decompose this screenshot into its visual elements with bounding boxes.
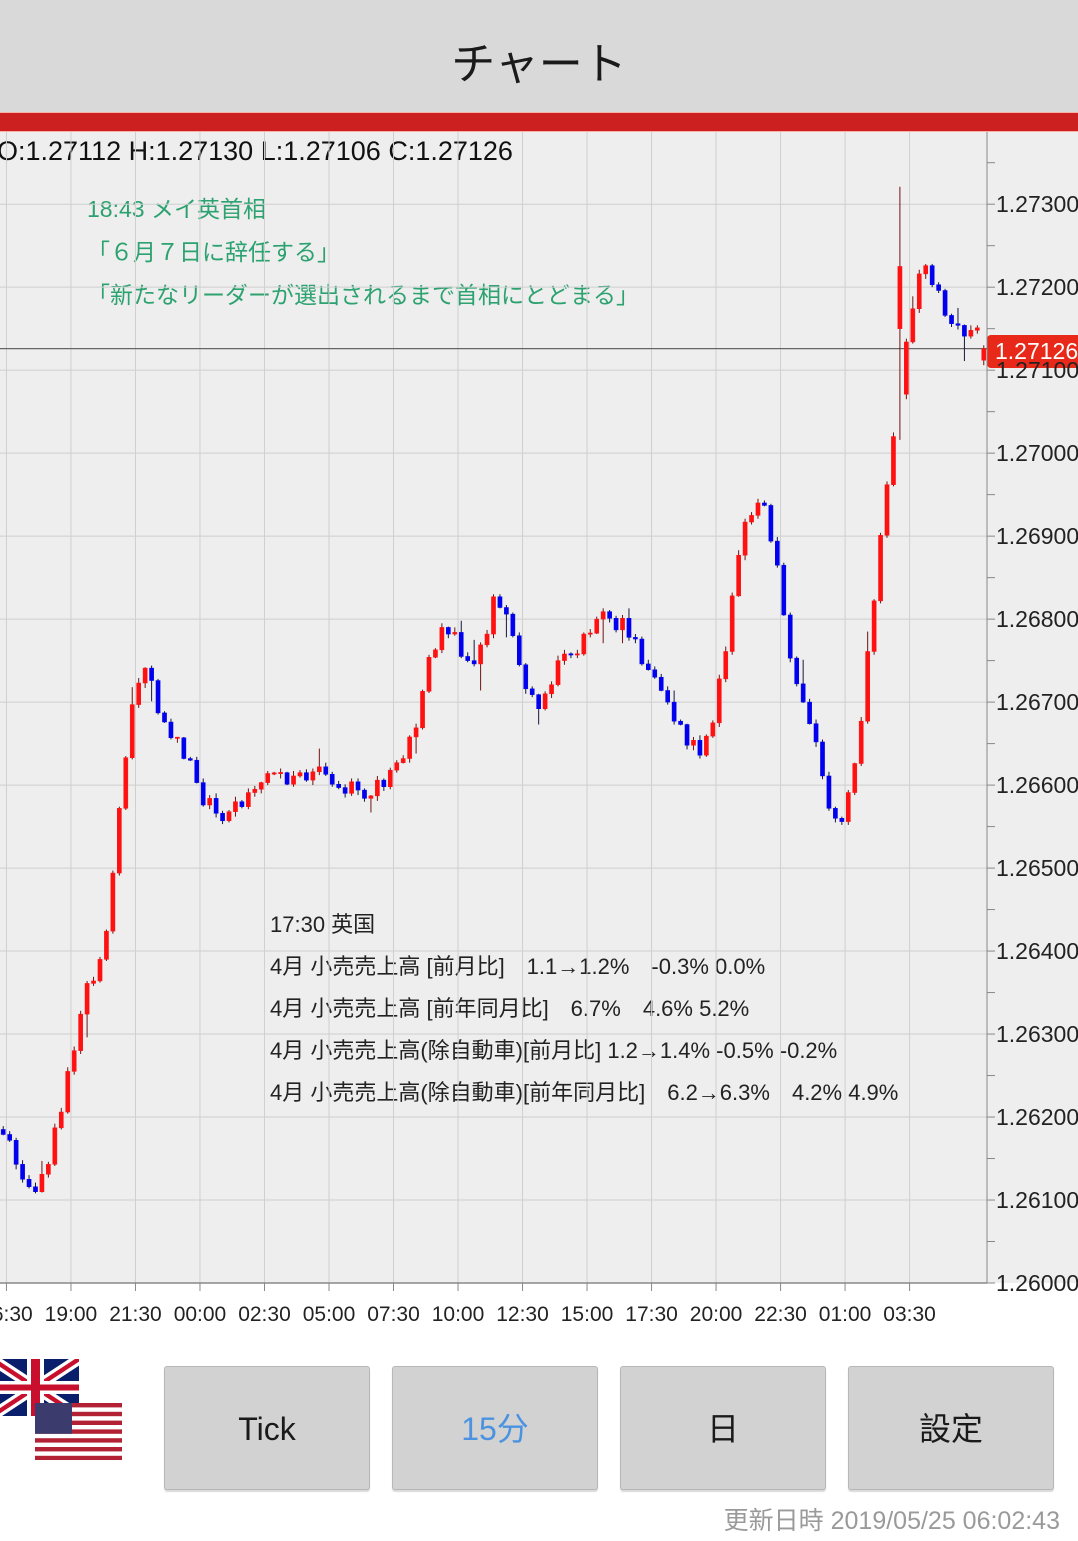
svg-text:19:00: 19:00 [45, 1303, 98, 1326]
svg-text:22:30: 22:30 [754, 1303, 807, 1326]
svg-text:03:30: 03:30 [883, 1303, 936, 1326]
svg-text:1.27000: 1.27000 [996, 440, 1078, 466]
svg-text:1.26800: 1.26800 [996, 606, 1078, 632]
svg-text:1.26700: 1.26700 [996, 689, 1078, 715]
svg-text:1.26900: 1.26900 [996, 523, 1078, 549]
svg-text:12:30: 12:30 [496, 1303, 549, 1326]
svg-text:1.26500: 1.26500 [996, 855, 1078, 881]
svg-text:05:00: 05:00 [303, 1303, 356, 1326]
svg-text:17:30: 17:30 [625, 1303, 678, 1326]
svg-text:20:00: 20:00 [690, 1303, 743, 1326]
svg-text:15:00: 15:00 [561, 1303, 614, 1326]
svg-text:1.26300: 1.26300 [996, 1021, 1078, 1047]
svg-text:02:30: 02:30 [238, 1303, 291, 1326]
svg-text:1.26200: 1.26200 [996, 1104, 1078, 1130]
svg-text:01:00: 01:00 [819, 1303, 872, 1326]
svg-text:00:00: 00:00 [174, 1303, 227, 1326]
svg-text:1.27200: 1.27200 [996, 274, 1078, 300]
svg-text:1.26000: 1.26000 [996, 1270, 1078, 1296]
svg-text:10:00: 10:00 [432, 1303, 485, 1326]
svg-text:1.27300: 1.27300 [996, 191, 1078, 217]
svg-text:1.27100: 1.27100 [996, 357, 1078, 383]
svg-text:21:30: 21:30 [109, 1303, 162, 1326]
svg-text:16:30: 16:30 [0, 1303, 33, 1326]
svg-text:1.26600: 1.26600 [996, 772, 1078, 798]
svg-text:1.26400: 1.26400 [996, 938, 1078, 964]
svg-text:07:30: 07:30 [367, 1303, 420, 1326]
svg-text:1.26100: 1.26100 [996, 1187, 1078, 1213]
